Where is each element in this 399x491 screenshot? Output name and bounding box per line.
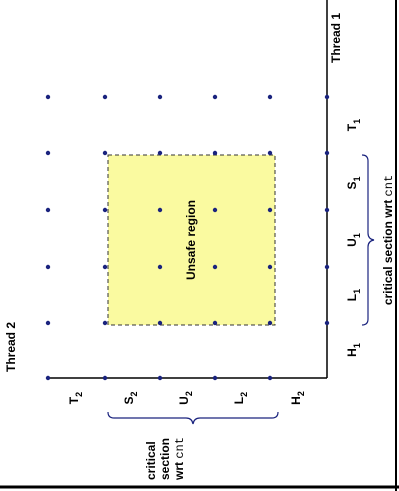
grid-point <box>45 320 51 326</box>
step-letter: U <box>345 238 359 247</box>
step-letter: T <box>67 396 81 404</box>
step-letter: H <box>289 396 303 405</box>
step-subscript: 1 <box>352 289 362 294</box>
grid-point <box>45 150 51 156</box>
grid-point <box>102 94 108 100</box>
step-letter: L <box>345 294 359 301</box>
step-label: U2 <box>177 391 194 405</box>
grid-point <box>45 207 51 213</box>
step-label: H1 <box>345 343 362 357</box>
grid-point <box>267 375 273 381</box>
grid-point <box>157 94 163 100</box>
critical-code: cnt <box>173 437 187 459</box>
critical-text: critical section wrt <box>381 196 395 305</box>
unsafe-region <box>107 154 276 326</box>
grid-point <box>324 150 330 156</box>
grid-point <box>157 264 163 270</box>
grid-point <box>267 94 273 100</box>
critical-line: wrt cnt <box>172 437 187 481</box>
grid-point <box>102 150 108 156</box>
step-letter: S <box>122 397 136 405</box>
thread2-critical-label: critical section wrt cnt <box>144 437 187 481</box>
step-subscript: 1 <box>352 119 362 124</box>
grid-point <box>212 264 218 270</box>
grid-point <box>45 375 51 381</box>
thread1-critical-label: critical section wrt cnt <box>381 175 396 305</box>
thread1-label: Thread 1 <box>329 13 343 63</box>
step-letter: S <box>345 182 359 190</box>
step-letter: H <box>345 348 359 357</box>
grid-point <box>157 207 163 213</box>
step-label: L2 <box>232 392 249 404</box>
thread2-label: Thread 2 <box>4 322 18 372</box>
critical-line: section <box>158 438 172 480</box>
grid-point <box>157 375 163 381</box>
step-label: S2 <box>122 391 139 404</box>
grid-point <box>324 207 330 213</box>
grid-point <box>102 320 108 326</box>
grid-point <box>324 264 330 270</box>
step-label: H2 <box>289 391 306 405</box>
step-label: L1 <box>345 289 362 301</box>
thread2-brace <box>107 411 279 425</box>
step-subscript: 2 <box>129 391 139 396</box>
step-letter: T <box>345 123 359 131</box>
step-subscript: 2 <box>74 392 84 397</box>
grid-point <box>267 150 273 156</box>
step-letter: U <box>177 396 191 405</box>
step-subscript: 1 <box>352 343 362 348</box>
grid-point <box>45 264 51 270</box>
step-subscript: 1 <box>352 176 362 181</box>
region-label: Unsafe region <box>184 200 198 280</box>
step-label: T1 <box>345 119 362 131</box>
grid-point <box>102 264 108 270</box>
step-subscript: 2 <box>184 391 194 396</box>
thread1-brace <box>361 154 375 326</box>
grid-point <box>212 207 218 213</box>
grid-point <box>157 150 163 156</box>
grid-point <box>324 320 330 326</box>
step-label: S1 <box>345 176 362 189</box>
grid-point <box>157 320 163 326</box>
step-subscript: 2 <box>239 392 249 397</box>
critical-text: critical <box>144 441 158 480</box>
grid-point <box>212 375 218 381</box>
grid-point <box>212 94 218 100</box>
critical-code: cnt <box>382 175 396 197</box>
grid-point <box>212 150 218 156</box>
grid-point <box>267 320 273 326</box>
grid-point <box>267 207 273 213</box>
step-subscript: 2 <box>296 391 306 396</box>
grid-point <box>102 207 108 213</box>
grid-point <box>212 320 218 326</box>
grid-point <box>267 264 273 270</box>
step-label: U1 <box>345 233 362 247</box>
grid-point <box>324 94 330 100</box>
critical-text: wrt <box>172 459 186 481</box>
step-subscript: 1 <box>352 233 362 238</box>
critical-line: critical <box>144 441 158 480</box>
grid-point <box>45 94 51 100</box>
grid-point <box>102 375 108 381</box>
step-label: T2 <box>67 392 84 404</box>
critical-text: section <box>158 438 172 480</box>
step-letter: L <box>232 397 246 404</box>
